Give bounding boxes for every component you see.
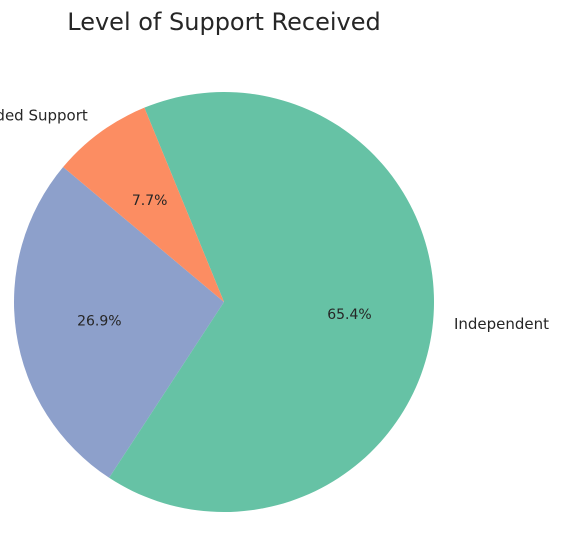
slice-label-independent: Independent	[454, 315, 549, 333]
pie-slices	[13, 92, 434, 513]
chart-title: Level of Support Received	[67, 8, 381, 36]
slice-label-guided-support: Guided Support	[0, 106, 88, 124]
pie-slice-guided-support	[63, 107, 224, 302]
pct-label-full-support: 26.9%	[77, 313, 121, 329]
pie-slice-full-support	[13, 167, 225, 478]
pct-label-independent: 65.4%	[327, 307, 371, 323]
pct-label-guided-support: 7.7%	[132, 193, 168, 209]
pie-labels: Full Support26.9%Independent65.4%Guided …	[0, 106, 549, 333]
pie-slice-independent	[109, 92, 434, 513]
